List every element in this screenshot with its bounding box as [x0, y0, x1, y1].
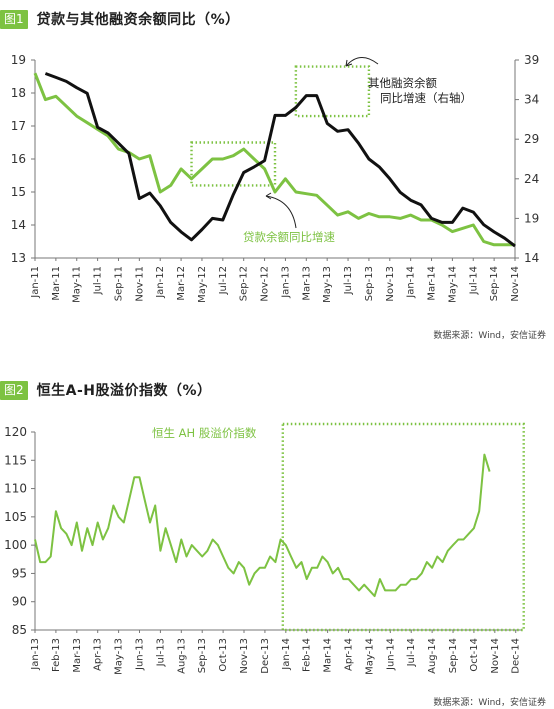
- x-tick-label: Jul-11: [93, 266, 104, 295]
- highlight-box-1: [190, 141, 277, 187]
- right-y-tick-label: 29: [524, 132, 539, 146]
- x-tick-label: Feb-13: [51, 638, 62, 672]
- x-tick-label: Mar-13: [72, 638, 83, 673]
- figure2-header: 图2 恒生A-H股溢价指数（%）: [0, 380, 212, 400]
- x-tick-label: Oct-14: [469, 638, 480, 672]
- x-tick-label: Jul-14: [406, 638, 417, 667]
- left-y-tick-label: 13: [11, 251, 26, 265]
- highlight-box-2: [294, 65, 371, 118]
- y-tick-label: 100: [4, 538, 27, 552]
- figure1-chart: 13 14 15 16 17 18 19 14 19 24 29 34 39 Jan-11 Mar-11 Ma…: [11, 53, 540, 303]
- annotation-other-financing-line2: 同比增速（右轴）: [380, 91, 472, 105]
- x-tick-label: Jan-13: [30, 638, 41, 671]
- x-tick-label: Jan-13: [280, 266, 291, 299]
- x-tick-label: Sep-13: [197, 638, 208, 673]
- figure2-badge: 图2: [0, 380, 28, 400]
- x-tick-label: Jun-13: [135, 638, 146, 671]
- x-tick-label: May-14: [364, 638, 375, 675]
- left-y-tick-label: 18: [11, 86, 26, 100]
- x-tick-label: Dec-14: [511, 638, 522, 674]
- x-tick-label: Sep-14: [489, 266, 500, 301]
- annotation-other-financing-line1: 其他融资余额: [368, 76, 437, 90]
- annotation-arrow-loan-growth: [265, 195, 297, 229]
- x-tick-label: Sep-13: [364, 266, 375, 301]
- x-tick-label: Jan-11: [30, 266, 41, 299]
- annotation-arrowhead-loan-growth: [265, 192, 272, 200]
- figure2-source: 数据来源：Wind，安信证券: [433, 698, 546, 708]
- x-tick-label: Nov-11: [134, 266, 145, 302]
- annotation-arrowhead-other-financing: [345, 59, 353, 67]
- x-tick-label: Dec-13: [260, 638, 271, 674]
- left-y-tick-label: 17: [11, 119, 26, 133]
- x-tick-label: May-14: [447, 266, 458, 303]
- right-y-tick-label: 39: [524, 53, 539, 67]
- x-tick-label: Mar-14: [427, 266, 438, 301]
- x-tick-label: Jul-13: [343, 266, 354, 295]
- x-tick-label: Jul-12: [218, 266, 229, 295]
- x-tick-label: Oct-13: [218, 638, 229, 672]
- x-tick-label: Sep-11: [113, 266, 124, 301]
- x-tick-label: Jul-14: [468, 266, 479, 295]
- x-tick-label: Nov-12: [260, 266, 271, 302]
- left-y-tick-label: 19: [11, 53, 26, 67]
- y-tick-label: 105: [4, 510, 27, 524]
- x-tick-label: Jul-13: [155, 638, 166, 667]
- x-tick-label: May-13: [322, 266, 333, 303]
- right-y-tick-label: 14: [524, 251, 539, 265]
- figure1-title: 贷款与其他融资余额同比（%）: [36, 12, 240, 28]
- y-tick-label: 110: [4, 482, 27, 496]
- x-tick-label: Jan-14: [406, 266, 417, 299]
- right-y-tick-label: 19: [524, 211, 539, 225]
- x-tick-label: Feb-14: [302, 638, 313, 672]
- x-tick-label: Sep-14: [448, 638, 459, 673]
- x-tick-label: Sep-12: [239, 266, 250, 301]
- x-tick-label: May-13: [114, 638, 125, 675]
- figure2-title: 恒生A-H股溢价指数（%）: [36, 383, 212, 399]
- x-tick-label: Nov-13: [239, 638, 250, 674]
- x-tick-label: Nov-14: [490, 638, 501, 674]
- y-tick-label: 120: [4, 425, 27, 439]
- figure1-source: 数据来源：Wind，安信证券: [433, 331, 546, 341]
- highlight-box: [281, 422, 525, 632]
- x-tick-label: Aug-14: [427, 638, 438, 674]
- x-tick-label: Nov-13: [385, 266, 396, 302]
- x-tick-label: Mar-13: [301, 266, 312, 301]
- loan-growth-line: [33, 72, 515, 247]
- x-tick-label: Mar-14: [323, 638, 334, 673]
- y-tick-label: 95: [12, 566, 27, 580]
- ah-premium-line: [34, 453, 491, 598]
- annotation-ah-premium: 恒生 AH 股溢价指数: [152, 426, 257, 440]
- right-y-tick-label: 34: [524, 93, 539, 107]
- x-tick-label: Jan-14: [281, 638, 292, 671]
- x-tick-label: May-12: [197, 266, 208, 303]
- x-tick-label: May-11: [72, 266, 83, 303]
- x-tick-label: Nov-14: [510, 266, 521, 302]
- left-y-tick-label: 16: [11, 152, 26, 166]
- figure1-header: 图1 贷款与其他融资余额同比（%）: [0, 9, 240, 29]
- annotation-loan-growth: 贷款余额同比增速: [243, 230, 335, 244]
- x-tick-label: Aug-13: [176, 638, 187, 674]
- other-financing-growth-line: [44, 72, 516, 248]
- x-tick-label: Apr-14: [344, 638, 355, 671]
- y-tick-label: 115: [4, 453, 27, 467]
- x-tick-label: Apr-13: [93, 638, 104, 671]
- x-tick-label: Jan-12: [155, 266, 166, 299]
- y-tick-label: 85: [12, 623, 27, 637]
- x-tick-label: Mar-11: [51, 266, 62, 301]
- annotation-arrow-other-financing: [345, 57, 379, 67]
- left-y-tick-label: 14: [11, 218, 26, 232]
- right-y-tick-label: 24: [524, 172, 539, 186]
- x-tick-label: Mar-12: [176, 266, 187, 301]
- left-y-tick-label: 15: [11, 185, 26, 199]
- y-tick-label: 90: [12, 595, 27, 609]
- figure1-badge: 图1: [0, 9, 28, 29]
- x-tick-label: Jun-14: [385, 638, 396, 671]
